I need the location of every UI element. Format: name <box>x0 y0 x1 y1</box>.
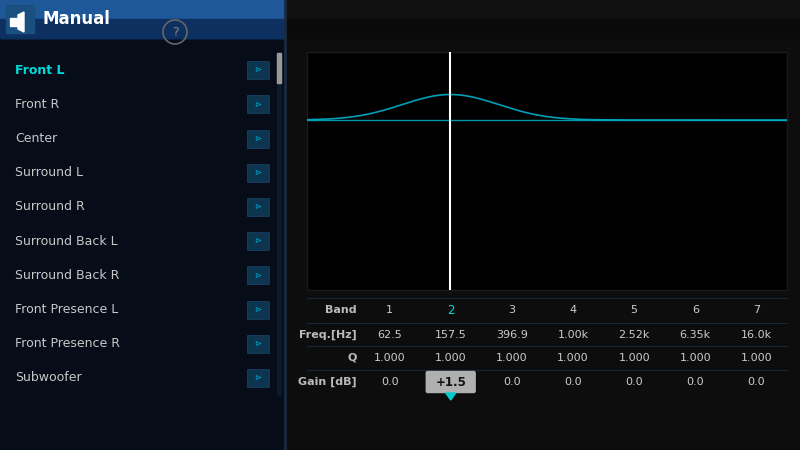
Text: 5: 5 <box>630 305 638 315</box>
Text: 1.000: 1.000 <box>374 353 406 363</box>
Text: Surround L: Surround L <box>15 166 83 179</box>
Bar <box>277 53 281 83</box>
Bar <box>247 266 269 284</box>
Text: 1.000: 1.000 <box>618 353 650 363</box>
Polygon shape <box>18 12 24 32</box>
Text: 0.0: 0.0 <box>503 377 521 387</box>
Text: 0.0: 0.0 <box>748 377 766 387</box>
Text: Manual: Manual <box>42 10 110 28</box>
Bar <box>247 335 269 353</box>
Text: 1.000: 1.000 <box>741 353 772 363</box>
Text: 157.5: 157.5 <box>435 330 466 340</box>
Text: ⊳: ⊳ <box>254 202 262 211</box>
Bar <box>285 0 800 38</box>
Text: 0.0: 0.0 <box>564 377 582 387</box>
Text: ⊳: ⊳ <box>254 66 262 75</box>
Text: 1: 1 <box>386 305 393 315</box>
Bar <box>285 19 800 38</box>
Bar <box>247 95 269 113</box>
Text: 396.9: 396.9 <box>496 330 528 340</box>
Text: Q: Q <box>348 353 357 363</box>
Text: ⊳: ⊳ <box>254 134 262 143</box>
Text: 4: 4 <box>570 305 577 315</box>
Text: ?: ? <box>172 26 178 39</box>
Text: Surround R: Surround R <box>15 200 85 213</box>
Text: 1.000: 1.000 <box>435 353 466 363</box>
Bar <box>247 164 269 182</box>
Text: ⊳: ⊳ <box>254 168 262 177</box>
Bar <box>247 369 269 387</box>
Text: 1.00k: 1.00k <box>558 330 589 340</box>
Text: ⊳: ⊳ <box>254 100 262 109</box>
Text: Front R: Front R <box>15 98 59 111</box>
Text: Surround Back L: Surround Back L <box>15 234 118 248</box>
Text: ⊳: ⊳ <box>254 305 262 314</box>
Text: 0.0: 0.0 <box>686 377 704 387</box>
Bar <box>247 130 269 148</box>
Text: 1.000: 1.000 <box>557 353 589 363</box>
Bar <box>0 19 285 38</box>
Text: Front Presence R: Front Presence R <box>15 337 120 350</box>
Bar <box>277 53 281 395</box>
Bar <box>247 232 269 250</box>
Text: 0.0: 0.0 <box>626 377 643 387</box>
Text: Surround Back R: Surround Back R <box>15 269 119 282</box>
Text: Freq.[Hz]: Freq.[Hz] <box>299 330 357 340</box>
Text: ⊳: ⊳ <box>254 237 262 246</box>
Text: 7: 7 <box>753 305 760 315</box>
Bar <box>247 61 269 79</box>
Text: Subwoofer: Subwoofer <box>15 371 82 384</box>
Text: Front Presence L: Front Presence L <box>15 303 118 316</box>
Bar <box>10 18 18 26</box>
Text: ⊳: ⊳ <box>254 271 262 280</box>
Text: +1.5: +1.5 <box>435 375 466 388</box>
Bar <box>6 5 34 33</box>
Text: 6.35k: 6.35k <box>680 330 711 340</box>
Bar <box>247 198 269 216</box>
Text: Band: Band <box>326 305 357 315</box>
Text: Center: Center <box>15 132 57 145</box>
Text: 2: 2 <box>447 303 454 316</box>
Text: ⊳: ⊳ <box>254 339 262 348</box>
Bar <box>0 0 285 38</box>
Bar <box>247 301 269 319</box>
Text: 3: 3 <box>508 305 515 315</box>
Text: 2.52k: 2.52k <box>618 330 650 340</box>
FancyBboxPatch shape <box>426 372 475 392</box>
Text: ⊳: ⊳ <box>254 374 262 382</box>
Text: 62.5: 62.5 <box>377 330 402 340</box>
Polygon shape <box>446 393 456 400</box>
Text: 6: 6 <box>692 305 698 315</box>
Bar <box>285 0 800 450</box>
Bar <box>307 52 787 290</box>
Text: 16.0k: 16.0k <box>741 330 772 340</box>
Text: Front L: Front L <box>15 63 65 76</box>
Text: Gain [dB]: Gain [dB] <box>298 377 357 387</box>
Text: 1.000: 1.000 <box>679 353 711 363</box>
Bar <box>0 0 285 450</box>
Text: 0.0: 0.0 <box>381 377 398 387</box>
Text: 1.000: 1.000 <box>496 353 528 363</box>
